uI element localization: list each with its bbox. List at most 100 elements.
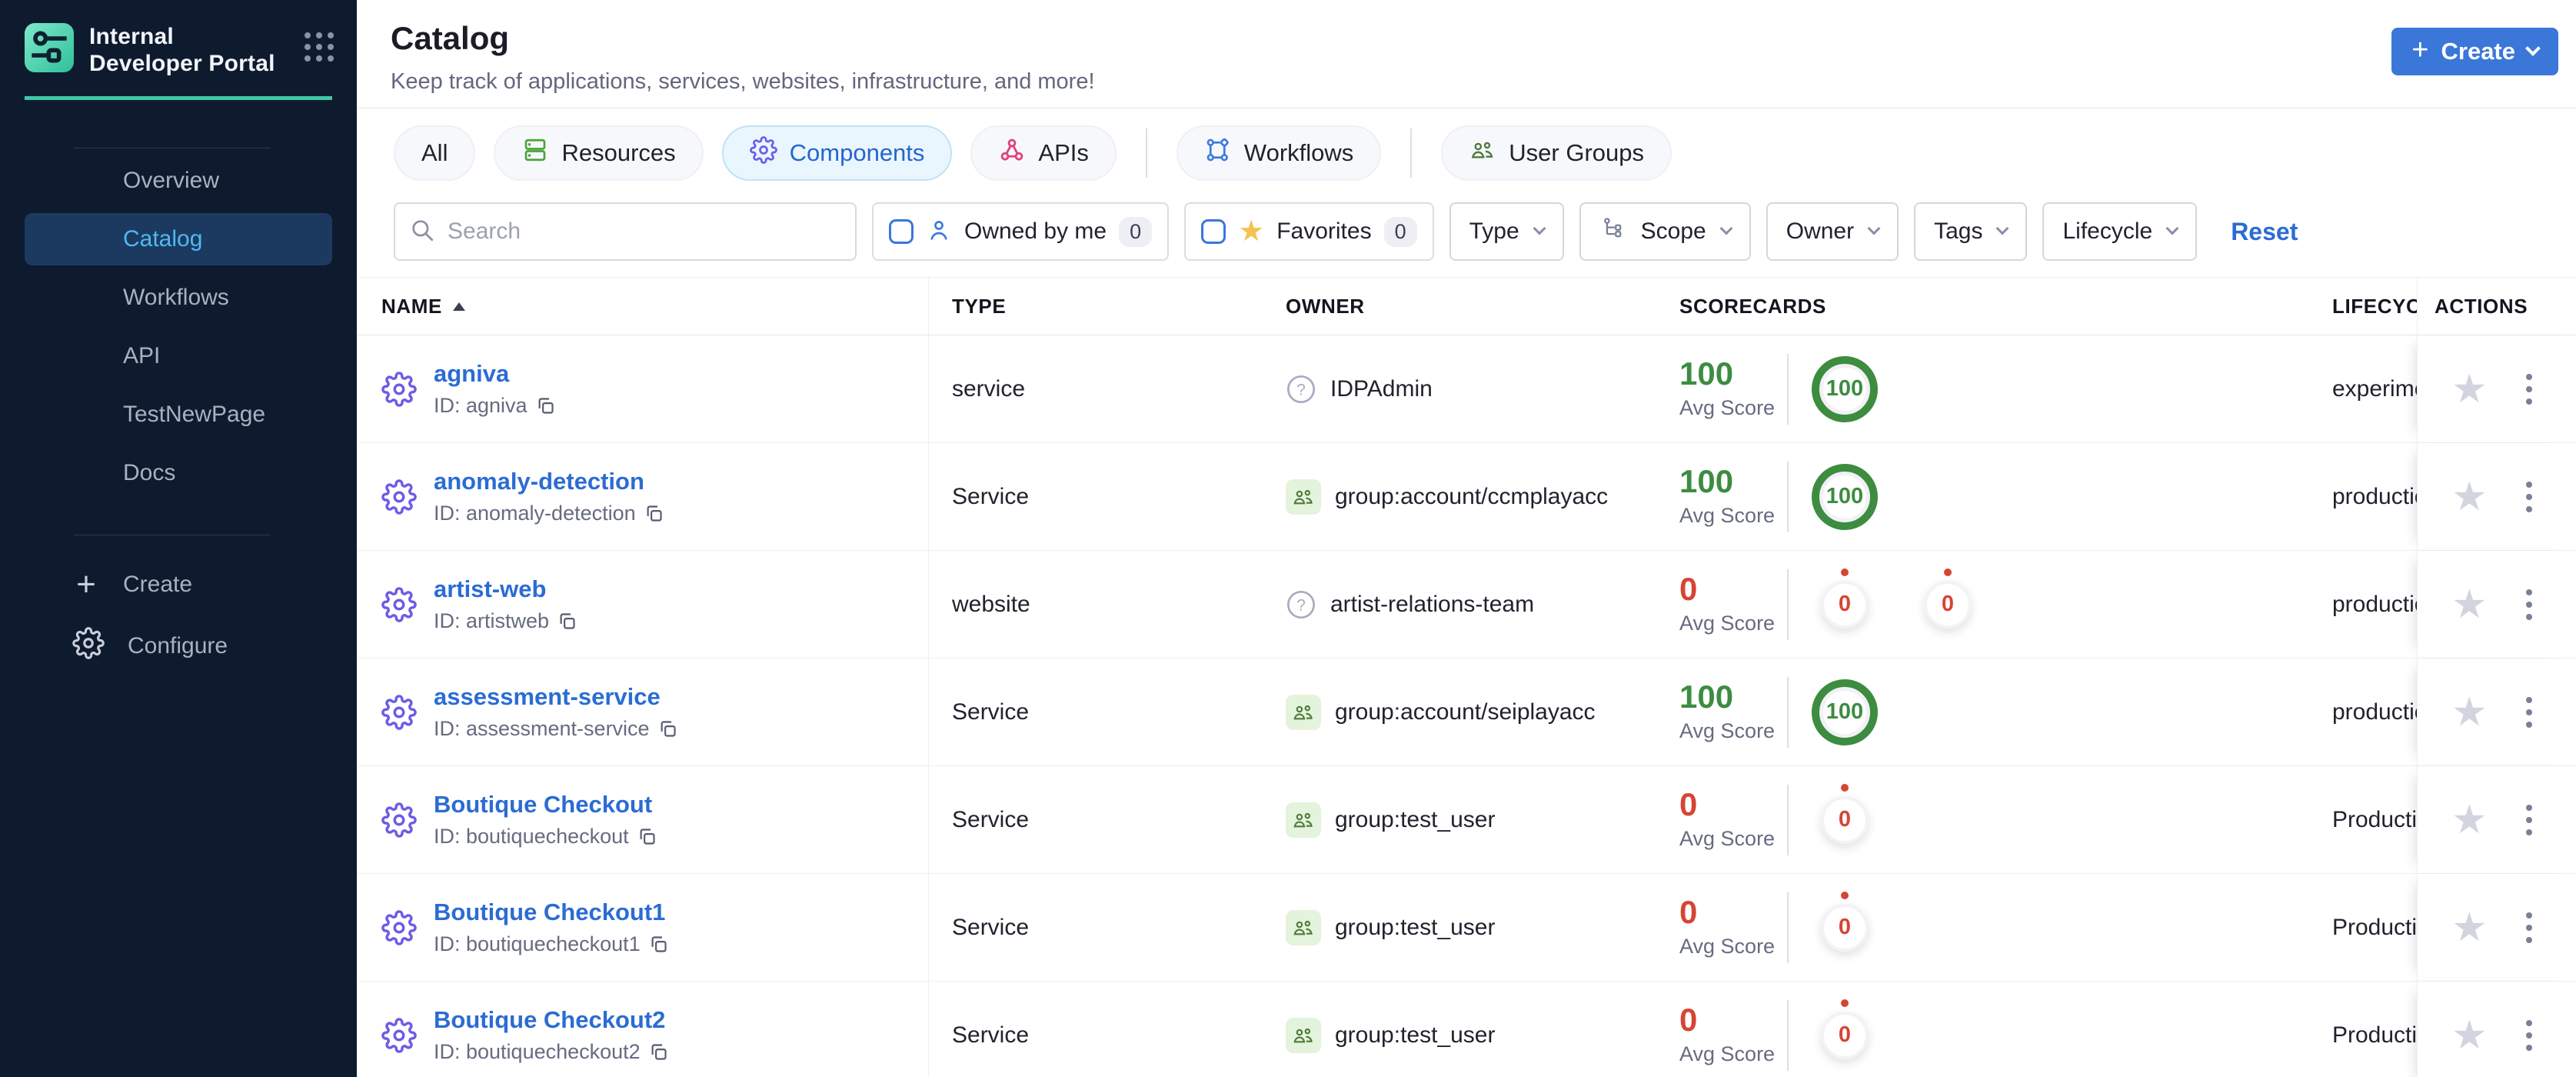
component-name-link[interactable]: agniva <box>434 360 510 387</box>
component-name-link[interactable]: artist-web <box>434 575 547 602</box>
scorecard-gauge[interactable]: 100 <box>1812 355 1878 422</box>
sidebar-item-overview[interactable]: Overview <box>123 167 220 193</box>
type-dropdown[interactable]: Type <box>1449 202 1564 261</box>
column-header-owner[interactable]: OWNER <box>1286 294 1365 318</box>
actions-cell: ★ <box>2417 874 2576 981</box>
component-name-link[interactable]: Boutique Checkout <box>434 791 653 818</box>
owned-by-me-checkbox[interactable] <box>889 219 914 244</box>
search-input[interactable] <box>446 218 841 245</box>
avg-score-block: 0 Avg Score <box>1679 573 1787 635</box>
row-menu-icon[interactable] <box>2521 585 2537 625</box>
copy-icon[interactable] <box>648 934 669 955</box>
svg-text:?: ? <box>1296 381 1306 398</box>
scorecard-gauge[interactable]: 0 <box>1812 572 1878 638</box>
scorecard-gauge[interactable]: 0 <box>1812 895 1878 961</box>
favorite-star-icon[interactable]: ★ <box>2451 797 2488 842</box>
row-menu-icon[interactable] <box>2521 908 2537 948</box>
favorite-star-icon[interactable]: ★ <box>2451 689 2488 735</box>
tab-resources[interactable]: Resources <box>494 125 704 181</box>
avg-score-label: Avg Score <box>1679 935 1776 958</box>
component-name-link[interactable]: assessment-service <box>434 683 661 710</box>
component-id: ID: agniva <box>434 394 556 418</box>
scorecard-gauge[interactable]: 0 <box>1915 572 1981 638</box>
page-header: Catalog Keep track of applications, serv… <box>357 0 2576 108</box>
table-row: anomaly-detection ID: anomaly-detection … <box>357 443 2576 551</box>
tab-user-groups[interactable]: User Groups <box>1441 125 1672 181</box>
copy-icon[interactable] <box>644 503 664 524</box>
component-id-text: ID: boutiquecheckout <box>434 825 629 848</box>
scorecard-gauge[interactable]: 100 <box>1812 679 1878 745</box>
copy-icon[interactable] <box>648 1042 669 1062</box>
column-header-lifecycle[interactable]: LIFECYCLE <box>2332 294 2417 318</box>
sidebar-configure-button[interactable]: Configure <box>0 620 357 672</box>
user-group-icon <box>1469 136 1496 170</box>
reset-filters-link[interactable]: Reset <box>2231 217 2298 245</box>
copy-icon[interactable] <box>657 719 678 739</box>
owner-cell: ? IDPAdmin <box>1269 335 1653 442</box>
row-menu-icon[interactable] <box>2521 800 2537 840</box>
row-menu-icon[interactable] <box>2521 692 2537 732</box>
favorite-star-icon[interactable]: ★ <box>2451 474 2488 519</box>
avg-score-label: Avg Score <box>1679 1042 1776 1065</box>
owner-cell: group:test_user <box>1269 766 1653 873</box>
column-header-type[interactable]: TYPE <box>952 294 1007 318</box>
owned-by-me-filter[interactable]: Owned by me 0 <box>872 202 1170 261</box>
scorecard-gauge[interactable]: 0 <box>1812 1002 1878 1069</box>
sidebar-item-docs[interactable]: Docs <box>123 459 176 485</box>
component-id-text: ID: anomaly-detection <box>434 502 636 525</box>
sidebar-create-button[interactable]: + Create <box>0 559 357 611</box>
scope-dropdown[interactable]: Scope <box>1579 202 1751 261</box>
favorites-checkbox[interactable] <box>1201 219 1226 244</box>
component-name-link[interactable]: anomaly-detection <box>434 468 644 495</box>
create-button[interactable]: + Create <box>2391 28 2558 75</box>
sidebar-item-testnewpage[interactable]: TestNewPage <box>123 401 266 427</box>
owner-cell: group:account/seiplayacc <box>1269 659 1653 765</box>
copy-icon[interactable] <box>637 826 657 847</box>
scorecards-cell: 0 Avg Score 0 <box>1653 766 2295 873</box>
svg-text:?: ? <box>1296 596 1306 614</box>
plus-icon: + <box>2411 33 2429 66</box>
owner-cell: ? artist-relations-team <box>1269 551 1653 658</box>
favorites-count: 0 <box>1383 216 1417 247</box>
tags-dropdown[interactable]: Tags <box>1914 202 2028 261</box>
column-header-name[interactable]: NAME <box>357 278 929 335</box>
row-menu-icon[interactable] <box>2521 1015 2537 1055</box>
scorecard-gauge[interactable]: 0 <box>1812 787 1878 853</box>
favorite-star-icon[interactable]: ★ <box>2451 366 2488 412</box>
row-menu-icon[interactable] <box>2521 369 2537 409</box>
component-name-link[interactable]: Boutique Checkout2 <box>434 1006 666 1033</box>
avg-score-value: 0 <box>1679 1002 1698 1038</box>
apps-grid-icon[interactable] <box>305 32 334 62</box>
component-gear-icon <box>381 478 417 515</box>
sidebar-item-catalog[interactable]: Catalog <box>25 212 332 265</box>
sidebar-item-api[interactable]: API <box>123 342 161 368</box>
row-menu-icon[interactable] <box>2521 477 2537 517</box>
avg-score-value: 0 <box>1679 894 1698 930</box>
copy-icon[interactable] <box>557 611 577 632</box>
column-header-scorecards[interactable]: SCORECARDS <box>1679 294 1826 318</box>
sidebar: Internal Developer Portal Overview Catal… <box>0 0 357 1077</box>
favorite-star-icon[interactable]: ★ <box>2451 582 2488 627</box>
table-header: NAME TYPE OWNER SCORECARDS LIFECYCLE ACT… <box>357 277 2576 335</box>
avg-score-value: 0 <box>1679 786 1698 822</box>
component-gear-icon <box>381 909 417 945</box>
actions-cell: ★ <box>2417 659 2576 765</box>
favorite-star-icon[interactable]: ★ <box>2451 905 2488 950</box>
owner-cell: group:test_user <box>1269 982 1653 1077</box>
copy-icon[interactable] <box>535 395 556 416</box>
sidebar-item-workflows[interactable]: Workflows <box>123 284 229 310</box>
tab-workflows[interactable]: Workflows <box>1176 125 1382 181</box>
tab-all[interactable]: All <box>394 125 476 181</box>
component-id-text: ID: artistweb <box>434 609 550 632</box>
component-id-text: ID: agniva <box>434 394 528 417</box>
lifecycle-dropdown[interactable]: Lifecycle <box>2042 202 2198 261</box>
tab-components[interactable]: Components <box>721 125 953 181</box>
tab-apis[interactable]: APIs <box>970 125 1117 181</box>
scorecard-gauge[interactable]: 100 <box>1812 463 1878 530</box>
component-name-link[interactable]: Boutique Checkout1 <box>434 899 666 925</box>
chevron-down-icon <box>2165 222 2179 235</box>
favorites-filter[interactable]: ★ Favorites 0 <box>1184 202 1434 261</box>
favorite-star-icon[interactable]: ★ <box>2451 1012 2488 1058</box>
catalog-table: NAME TYPE OWNER SCORECARDS LIFECYCLE ACT… <box>357 277 2576 1077</box>
owner-dropdown[interactable]: Owner <box>1766 202 1899 261</box>
